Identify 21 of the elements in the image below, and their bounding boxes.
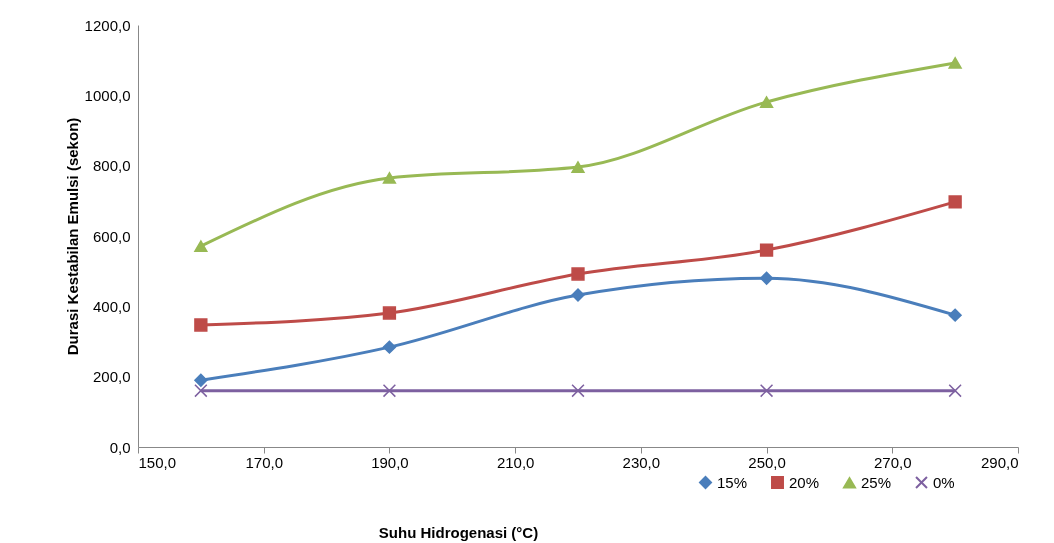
y-tick-label: 0,0 (109, 438, 131, 456)
x-tick-label: 290,0 (980, 453, 1019, 471)
legend-label: 20% (789, 473, 820, 491)
x-tick-label: 230,0 (622, 453, 661, 471)
y-tick-label: 800,0 (92, 157, 131, 175)
legend-label: 25% (861, 473, 892, 491)
y-tick-label: 200,0 (92, 368, 131, 386)
legend-label: 15% (717, 473, 748, 491)
y-tick-label: 1000,0 (84, 86, 131, 104)
x-tick-label: 270,0 (874, 453, 912, 471)
x-tick-label: 170,0 (245, 453, 283, 471)
y-tick-label: 600,0 (92, 227, 131, 245)
legend-label: 0% (933, 473, 955, 491)
x-tick-label: 190,0 (371, 453, 409, 471)
y-tick-label: 1200,0 (84, 16, 131, 34)
x-tick-label: 150,0 (138, 453, 177, 471)
y-axis-title: Durasi Kestabilan Emulsi (sekon) (63, 117, 81, 356)
y-tick-label: 400,0 (92, 297, 131, 315)
x-tick-label: 250,0 (748, 453, 786, 471)
x-tick-label: 210,0 (496, 453, 535, 471)
x-axis-title: Suhu Hidrogenasi (°C) (378, 523, 539, 541)
